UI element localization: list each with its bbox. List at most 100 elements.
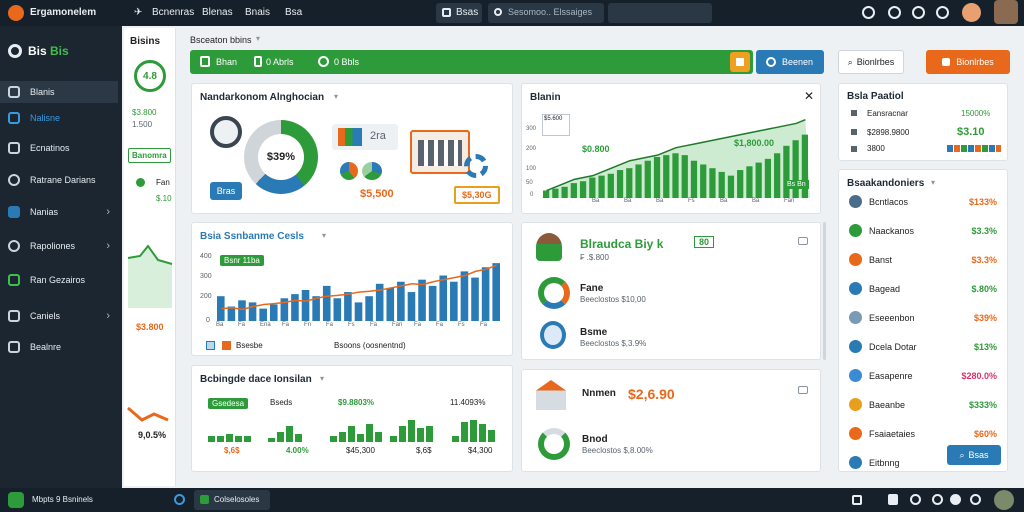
list-item[interactable]: Banst $3.3% bbox=[847, 250, 999, 272]
list-item-icon bbox=[849, 340, 862, 353]
bar bbox=[755, 162, 762, 198]
status-app-icon[interactable] bbox=[8, 492, 24, 508]
toolbar-tab[interactable]: 0 Bbls bbox=[334, 57, 360, 67]
chevron-down-icon[interactable]: ▾ bbox=[334, 92, 339, 101]
y-tick: 50 bbox=[526, 180, 533, 186]
card-title: Blanin bbox=[530, 92, 561, 103]
home-button[interactable] bbox=[730, 52, 750, 72]
sidebar-item-trend[interactable]: Nalisne bbox=[0, 107, 118, 129]
bell-icon[interactable] bbox=[862, 6, 875, 19]
sidebar-item-home[interactable]: Blanis bbox=[0, 81, 118, 103]
chevron-down-icon[interactable]: ▾ bbox=[931, 178, 936, 187]
scrollbar[interactable] bbox=[823, 222, 826, 360]
brand-logo: Bis bbox=[28, 44, 47, 58]
list-item[interactable]: Bcntlacos $133% bbox=[847, 192, 999, 214]
status-tab[interactable]: Colselosoles bbox=[194, 490, 270, 510]
panel-button[interactable]: ⌕ Bsas bbox=[947, 445, 1001, 465]
nav-item[interactable]: Bsa bbox=[285, 7, 303, 18]
clock-icon[interactable] bbox=[910, 494, 921, 505]
right-panel-list: Bsaakandoniers ▾ Bcntlacos $133% Naackanos… bbox=[838, 169, 1008, 472]
mini-bar bbox=[217, 436, 224, 442]
mini-bar bbox=[452, 436, 459, 442]
list-item[interactable]: Bagead $.80% bbox=[847, 279, 999, 301]
nav-item[interactable]: Blenas bbox=[202, 7, 233, 18]
close-icon[interactable]: ✕ bbox=[804, 89, 815, 103]
breadcrumb[interactable]: Bsceaton bbins bbox=[190, 35, 252, 45]
share-button[interactable]: Beenen bbox=[756, 50, 824, 74]
mini-chip[interactable]: Gsedesa bbox=[208, 398, 249, 409]
chart-chip[interactable]: Bsnr 11ba bbox=[220, 255, 264, 266]
tab-icon bbox=[200, 495, 209, 504]
settings-icon[interactable] bbox=[970, 494, 981, 505]
chat-icon[interactable] bbox=[798, 237, 808, 245]
info-icon[interactable] bbox=[888, 494, 898, 505]
nav-item[interactable]: Bnais bbox=[245, 7, 271, 18]
list-item[interactable]: Fsaiaetaies $60% bbox=[847, 424, 999, 446]
sidebar-item-documents[interactable]: Ecnatinos bbox=[0, 137, 118, 159]
sidebar-item-settings[interactable]: Rapoliones › bbox=[0, 235, 118, 257]
x-tick: Fa bbox=[238, 322, 246, 328]
chat-icon[interactable] bbox=[798, 386, 808, 394]
list-item-label: Fsaiaetaies bbox=[869, 429, 916, 439]
bar bbox=[801, 134, 808, 198]
subnav-item: Fan bbox=[156, 178, 170, 187]
chevron-down-icon[interactable]: ▾ bbox=[256, 34, 261, 43]
bar bbox=[259, 308, 267, 321]
card-button[interactable]: Bras bbox=[210, 182, 242, 200]
list-item-label: Eseeenbon bbox=[869, 313, 915, 323]
sidebar-item-search[interactable]: Ratrane Darians bbox=[0, 169, 118, 191]
calculator-image bbox=[410, 130, 470, 174]
wifi-icon[interactable] bbox=[852, 495, 862, 505]
sidebar-item-grid[interactable]: Nanias › bbox=[0, 201, 118, 223]
x-tick: Ba bbox=[720, 198, 728, 204]
mini-bar bbox=[366, 424, 373, 442]
search-extended[interactable] bbox=[608, 3, 712, 23]
subnav-title: Bisins bbox=[130, 36, 161, 47]
clock-icon[interactable] bbox=[888, 6, 901, 19]
price-chip[interactable]: $5,30G bbox=[454, 186, 500, 204]
list-item[interactable]: Naackanos $3.3% bbox=[847, 221, 999, 243]
view-button[interactable]: Bsas bbox=[436, 3, 482, 23]
subnav-tag[interactable]: Banomra bbox=[128, 148, 171, 163]
user-avatar[interactable] bbox=[994, 490, 1014, 510]
list-item[interactable]: Eseeenbon $39% bbox=[847, 308, 999, 330]
list-item-icon bbox=[849, 282, 862, 295]
search-icon: ⌕ bbox=[959, 449, 965, 460]
pin-icon[interactable]: ✈ bbox=[134, 7, 143, 18]
bar bbox=[227, 306, 236, 321]
mini-bar bbox=[426, 426, 433, 442]
list-item[interactable]: Dcela Dotar $13% bbox=[847, 337, 999, 359]
list-item[interactable]: Easapenre $280.0% bbox=[847, 366, 999, 388]
chevron-down-icon[interactable]: ▾ bbox=[320, 374, 325, 383]
y-tick: 300 bbox=[200, 273, 212, 280]
bar bbox=[737, 170, 744, 198]
sidebar-item-lock[interactable]: Caniels › bbox=[0, 305, 118, 327]
bar bbox=[690, 160, 698, 198]
mini-bar bbox=[330, 436, 337, 442]
chart-chip: Bs Bn bbox=[784, 180, 809, 189]
settings-icon[interactable] bbox=[912, 6, 925, 19]
row-sub: Beeclostos $,8.00% bbox=[582, 446, 653, 455]
search-input[interactable]: Sesomoo.. Elssaiges bbox=[488, 3, 604, 23]
list-item[interactable]: Baeanbe $333% bbox=[847, 395, 999, 417]
toolbar-tab[interactable]: Bhan bbox=[216, 57, 238, 67]
list-item[interactable]: Eitbnng bbox=[847, 453, 999, 475]
sidebar-item-calendar[interactable]: Bealnre bbox=[0, 336, 118, 358]
help-icon[interactable] bbox=[950, 494, 961, 505]
app-logo-icon[interactable] bbox=[8, 5, 24, 21]
list-item-value: $.80% bbox=[971, 284, 997, 294]
bar bbox=[792, 140, 799, 198]
user-avatar[interactable] bbox=[994, 0, 1018, 24]
trend-line bbox=[221, 264, 497, 311]
back-button[interactable]: ⌕ Bionlrbes bbox=[838, 50, 904, 74]
user-icon[interactable] bbox=[932, 494, 943, 505]
help-icon[interactable] bbox=[936, 6, 949, 19]
status-circle-icon[interactable] bbox=[174, 494, 185, 505]
action-button[interactable]: Bionlrbes bbox=[926, 50, 1010, 74]
bar bbox=[397, 281, 405, 321]
nav-item[interactable]: Bcnenras bbox=[152, 7, 195, 18]
sidebar-item-leaf[interactable]: Ran Gezairos bbox=[0, 269, 118, 291]
chevron-down-icon[interactable]: ▾ bbox=[322, 231, 327, 240]
toolbar-tab[interactable]: 0 Abrls bbox=[266, 57, 294, 67]
avatar[interactable] bbox=[962, 3, 981, 22]
